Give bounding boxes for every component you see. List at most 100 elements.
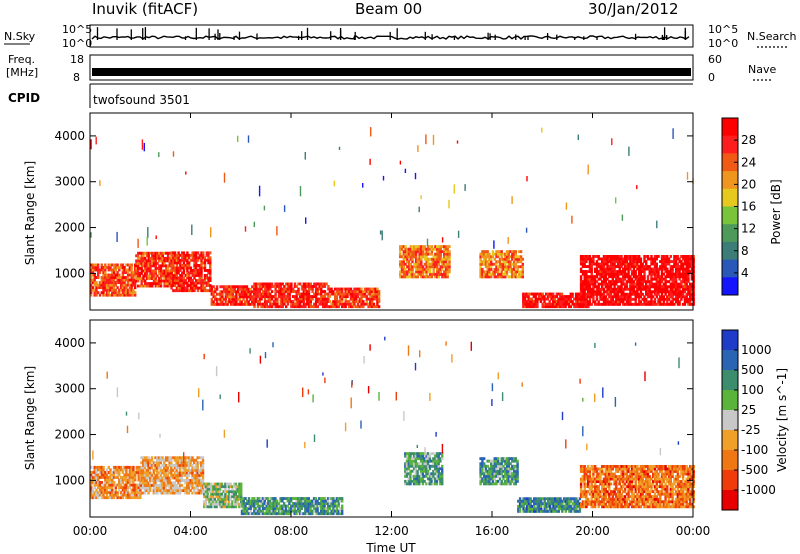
heatmap-cell — [170, 481, 173, 485]
heatmap-cell — [268, 507, 272, 510]
heatmap-cell — [233, 495, 236, 499]
heatmap-cell — [258, 499, 261, 503]
heatmap-cell — [421, 457, 425, 461]
heatmap-cell — [132, 483, 135, 487]
heatmap-cell — [484, 272, 488, 276]
heatmap-cell — [404, 482, 407, 486]
heatmap-cell — [217, 487, 220, 491]
heatmap-cell — [149, 461, 152, 465]
heatmap-cell — [316, 509, 319, 513]
heatmap-cell — [669, 275, 672, 279]
heatmap-cell — [258, 295, 261, 298]
heatmap-cell — [536, 305, 539, 309]
heatmap-cell — [495, 250, 498, 254]
heatmap-cell — [599, 267, 602, 271]
heatmap-cell — [194, 479, 198, 482]
heatmap-cell — [274, 300, 277, 303]
heatmap-cell — [370, 290, 374, 293]
heatmap-cell — [351, 302, 354, 306]
heatmap-cell — [666, 275, 669, 279]
heatmap-cell — [643, 257, 646, 261]
heatmap-cell — [309, 297, 312, 301]
heatmap-cell — [657, 285, 660, 289]
heatmap-cell — [660, 302, 664, 306]
heatmap-cell — [687, 300, 690, 304]
heatmap-cell — [100, 481, 103, 484]
heatmap-cell — [177, 271, 180, 275]
heatmap-cell — [435, 482, 439, 486]
heatmap-cell — [214, 297, 217, 301]
heatmap-cell — [240, 504, 244, 508]
heatmap-cell — [314, 302, 318, 306]
heatmap-cell — [198, 468, 201, 472]
heatmap-cell — [439, 255, 442, 259]
heatmap-cell — [321, 295, 325, 298]
heatmap-cell — [211, 502, 215, 506]
heatmap-cell — [189, 468, 192, 472]
heatmap-cell — [602, 275, 606, 279]
heatmap-cell — [662, 297, 665, 301]
heatmap-cell — [256, 507, 259, 510]
heatmap-cell — [109, 276, 112, 279]
heatmap-cell — [204, 500, 208, 504]
heatmap-cell — [164, 476, 168, 480]
heatmap-cell — [623, 267, 627, 271]
heatmap-cell — [594, 280, 597, 284]
heatmap-cell — [210, 292, 213, 296]
heatmap-cell — [567, 305, 571, 309]
heatmap-cell — [187, 471, 191, 475]
heatmap-cell — [170, 276, 173, 280]
heatmap-cell — [493, 257, 496, 261]
heatmap-cell — [432, 257, 435, 261]
heatmap-cell — [104, 271, 107, 274]
heatmap-cell — [225, 482, 229, 486]
heatmap-cell — [154, 476, 157, 480]
heatmap-cell — [182, 473, 185, 477]
heatmap-cell — [135, 277, 138, 280]
heatmap-cell — [323, 300, 327, 303]
heatmap-cell — [274, 297, 277, 301]
heatmap-cell — [579, 302, 583, 306]
heatmap-cell — [678, 272, 681, 276]
heatmap-cell — [98, 486, 102, 489]
heatmap-cell — [191, 473, 194, 477]
heatmap-cell — [634, 292, 637, 296]
heatmap-cell — [231, 285, 235, 289]
heatmap-cell — [606, 282, 609, 286]
heatmap-cell — [146, 236, 148, 246]
heatmap-cell — [91, 491, 95, 494]
heatmap-cell — [268, 499, 272, 503]
heatmap-cell — [184, 481, 187, 485]
heatmap-cell — [292, 305, 295, 309]
heatmap-cell — [559, 305, 562, 309]
heatmap-cell — [155, 235, 157, 239]
heatmap-cell — [121, 268, 125, 272]
heatmap-cell — [604, 255, 607, 258]
heatmap-cell — [186, 456, 189, 460]
heatmap-cell — [616, 297, 620, 301]
heatmap-cell — [425, 252, 428, 256]
heatmap-cell — [268, 512, 272, 516]
heatmap-cell — [646, 300, 650, 304]
heatmap-cell — [314, 282, 318, 286]
heatmap-cell — [203, 289, 207, 293]
heatmap-cell — [195, 266, 198, 270]
heatmap-cell — [553, 305, 557, 309]
heatmap-cell — [674, 257, 678, 261]
heatmap-cell — [443, 252, 446, 256]
heatmap-cell — [664, 257, 667, 261]
heatmap-cell — [270, 497, 273, 500]
heatmap-cell — [159, 481, 162, 485]
heatmap-cell — [102, 273, 105, 277]
heatmap-cell — [498, 250, 502, 254]
heatmap-cell — [209, 269, 212, 272]
heatmap-cell — [595, 302, 599, 306]
heatmap-cell — [690, 302, 694, 306]
heatmap-cell — [613, 290, 616, 294]
heatmap-cell — [281, 302, 284, 306]
heatmap-cell — [247, 300, 250, 304]
heatmap-cell — [229, 287, 233, 291]
heatmap-cell — [260, 509, 263, 513]
heatmap-cell — [123, 488, 126, 492]
heatmap-cell — [560, 297, 564, 301]
